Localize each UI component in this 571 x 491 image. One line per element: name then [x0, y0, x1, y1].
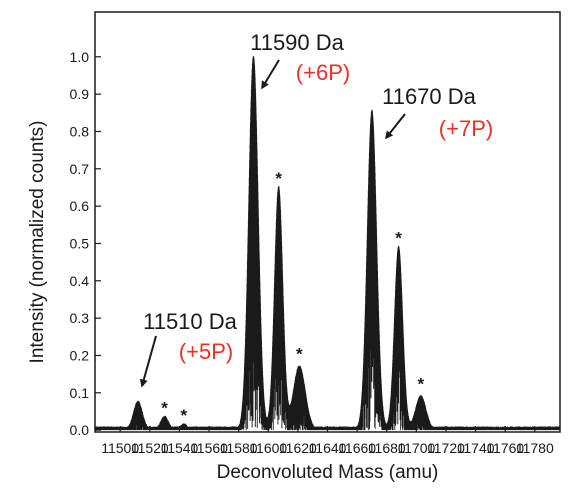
peak-arrow	[261, 59, 280, 90]
asterisk-marker: *	[161, 399, 168, 418]
asterisk-marker: *	[395, 229, 402, 248]
side-peak-markers: * * * * * *	[161, 169, 424, 425]
y-axis-ticks: 0.0 0.1 0.2 0.3 0.4 0.5 0.6 0.7 0.8 0.9 1.0	[70, 49, 101, 438]
x-tick-label: 11760	[486, 440, 524, 456]
peak-arrow	[139, 335, 157, 388]
x-axis-ticks: 1150011520115401156011580116001162011640…	[101, 426, 554, 456]
spectrum-trace	[94, 56, 561, 431]
y-tick-label: 0.8	[70, 123, 90, 139]
phosphorylation-label: (+5P)	[179, 339, 233, 364]
x-tick-label: 11560	[190, 440, 228, 456]
x-tick-label: 11660	[338, 440, 376, 456]
asterisk-marker: *	[275, 169, 282, 188]
peak-mass-label: 11510 Da	[143, 309, 238, 334]
x-tick-label: 11520	[131, 440, 169, 456]
y-tick-label: 0.4	[70, 273, 90, 289]
phosphorylation-label: (+6P)	[296, 60, 350, 85]
x-tick-label: 11720	[427, 440, 465, 456]
peak-arrow	[385, 113, 406, 140]
asterisk-marker: *	[417, 374, 424, 393]
y-tick-label: 0.3	[70, 310, 90, 326]
peak-annotation: 11510 Da (+5P)	[139, 309, 238, 388]
y-tick-label: 0.9	[70, 86, 90, 102]
x-axis-title: Deconvoluted Mass (amu)	[217, 462, 439, 483]
x-tick-label: 11640	[309, 440, 347, 456]
x-tick-label: 11500	[101, 440, 139, 456]
asterisk-marker: *	[181, 406, 188, 425]
x-tick-label: 11620	[279, 440, 317, 456]
x-tick-label: 11700	[397, 440, 435, 456]
peak-mass-label: 11670 Da	[382, 84, 477, 109]
x-tick-label: 11740	[457, 440, 495, 456]
y-tick-label: 0.2	[70, 347, 90, 363]
y-tick-label: 0.1	[70, 385, 90, 401]
y-tick-label: 0.7	[70, 161, 90, 177]
x-tick-label: 11600	[249, 440, 287, 456]
x-tick-label: 11580	[220, 440, 258, 456]
spectrum-trace-path	[94, 56, 561, 431]
y-tick-label: 0.0	[70, 422, 90, 438]
y-axis-title: Intensity (normalized counts)	[27, 121, 48, 364]
y-tick-label: 0.5	[70, 235, 90, 251]
phosphorylation-label: (+7P)	[439, 116, 493, 141]
peak-annotation: 11670 Da (+7P)	[382, 84, 493, 141]
y-tick-label: 0.6	[70, 198, 90, 214]
peak-mass-label: 11590 Da	[250, 30, 345, 55]
x-tick-label: 11680	[368, 440, 406, 456]
x-tick-label: 11780	[516, 440, 554, 456]
x-tick-label: 11540	[160, 440, 198, 456]
peak-annotation: 11590 Da (+6P)	[250, 30, 350, 90]
y-tick-label: 1.0	[70, 49, 90, 65]
asterisk-marker: *	[296, 344, 303, 363]
peak-annotations: 11510 Da (+5P) 11590 Da (+6P) 11670 Da (+7P)	[139, 30, 493, 388]
